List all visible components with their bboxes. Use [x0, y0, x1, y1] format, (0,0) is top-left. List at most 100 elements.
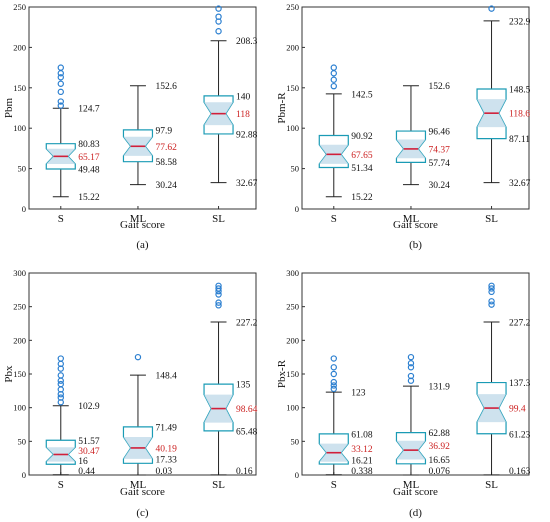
y-tick-label: 0 — [22, 470, 26, 480]
box-sl: 227.2 137.3 99.4 61.23 0.163 — [476, 282, 531, 477]
q3-label: 71.49 — [155, 423, 177, 433]
panel-label: (b) — [409, 239, 422, 251]
x-tick-label-s: S — [58, 213, 64, 225]
box-sl: 232.9 148.5 118.6 87.11 32.67 — [476, 5, 531, 189]
chart-panel-a: 0 50 100 150 200 250 Pbm S ML SL Gait score (a) 124.… — [3, 2, 258, 251]
outlier-point — [57, 88, 64, 96]
whisker-low-label: 0.44 — [78, 467, 95, 477]
y-tick-label: 200 — [286, 42, 299, 52]
box-s: 124.7 80.83 65.17 49.48 15.22 — [45, 64, 100, 203]
y-axis-label: Pbm-R — [276, 92, 288, 124]
outlier-point — [215, 5, 222, 12]
y-tick-label: 100 — [286, 123, 299, 133]
panel-label: (c) — [136, 507, 149, 519]
whisker-high-label: 208.3 — [236, 37, 258, 47]
panel-label: (a) — [136, 239, 149, 251]
plot-frame — [301, 6, 530, 210]
chart-panel-c: 0 50 100 150 200 250 300 Pbx S ML SL Gait score (c) 1… — [3, 268, 258, 519]
outlier-point — [330, 385, 337, 393]
y-tick-label: 200 — [286, 335, 299, 345]
whisker-high-label: 123 — [351, 389, 366, 399]
outlier-point — [488, 298, 495, 305]
outlier-point — [57, 74, 64, 81]
x-axis-label: Gait score — [393, 219, 438, 231]
q1-label: 16 — [78, 457, 88, 467]
whisker-low-label: 32.67 — [236, 179, 258, 189]
outlier-point — [407, 353, 415, 361]
whisker-low-label: 0.163 — [509, 467, 531, 477]
x-tick-label-ml: ML — [403, 213, 420, 225]
median-value-label: 65.17 — [78, 153, 100, 163]
y-tick-label: 50 — [291, 436, 300, 446]
whisker-low-label: 0.076 — [428, 467, 450, 477]
q1-label: 92.88 — [236, 130, 258, 140]
x-tick-label-s: S — [58, 479, 64, 491]
chart-panel-b: 0 50 100 150 200 250 Pbm-R S ML SL Gait score (b) 14… — [276, 2, 531, 251]
q1-label: 51.34 — [351, 164, 373, 174]
whisker-low-label: 0.338 — [351, 467, 373, 477]
q1-label: 57.74 — [428, 159, 450, 169]
box-sl: 227.2 135 98.64 65.48 0.16 — [203, 282, 258, 477]
outlier-point — [330, 370, 337, 378]
whisker-low-label: 0.16 — [236, 467, 253, 477]
outlier-point — [488, 5, 495, 12]
outlier-point — [330, 364, 337, 371]
outlier-point — [488, 301, 495, 308]
q3-label: 61.08 — [351, 430, 373, 440]
outlier-point — [330, 70, 337, 77]
plot-frame — [28, 6, 257, 210]
median-value-label: 118 — [236, 110, 250, 120]
y-tick-label: 200 — [13, 335, 26, 345]
y-tick-label: 100 — [13, 123, 26, 133]
outlier-point — [215, 285, 222, 292]
whisker-low-label: 15.22 — [78, 193, 100, 203]
x-tick-label-sl: SL — [485, 479, 498, 491]
whisker-high-label: 152.6 — [428, 82, 450, 92]
whisker-low-label: 30.24 — [155, 181, 177, 191]
y-axis-label: Pbx-R — [276, 359, 288, 388]
outlier-point — [57, 102, 64, 109]
whisker-low-label: 15.22 — [351, 193, 373, 203]
whisker-high-label: 148.4 — [155, 372, 177, 382]
outlier-point — [330, 378, 337, 386]
whisker-high-label: 152.6 — [155, 82, 177, 92]
outlier-point — [330, 355, 337, 362]
box-ml: 152.6 97.9 77.62 58.58 30.24 — [122, 82, 177, 191]
x-axis-label: Gait score — [393, 486, 438, 498]
outlier-point — [57, 372, 64, 379]
outlier-point — [407, 372, 415, 380]
outlier-point — [57, 64, 64, 71]
y-tick-label: 250 — [286, 2, 299, 12]
median-value-label: 74.37 — [428, 145, 450, 155]
x-tick-label-ml: ML — [130, 213, 147, 225]
q3-label: 137.3 — [509, 379, 531, 389]
box-s: 142.5 90.92 67.65 51.34 15.22 — [318, 64, 373, 203]
y-axis-label: Pbm — [3, 97, 15, 118]
outlier-point — [215, 299, 222, 306]
q1-label: 61.23 — [509, 430, 531, 440]
box-ml: 131.9 62.88 36.92 16.650.076 — [395, 353, 450, 477]
outlier-point — [488, 288, 495, 296]
y-tick-label: 0 — [22, 204, 26, 214]
y-tick-label: 0 — [295, 470, 299, 480]
whisker-high-label: 102.9 — [78, 402, 100, 412]
q1-label: 58.58 — [155, 158, 177, 168]
outlier-point — [330, 82, 337, 90]
outlier-point — [57, 80, 64, 87]
outlier-point — [57, 98, 64, 105]
outlier-point — [215, 282, 222, 289]
median-value-label: 40.19 — [155, 444, 177, 454]
q1-label: 87.11 — [509, 135, 530, 145]
outlier-point — [215, 302, 222, 309]
whisker-low-label: 32.67 — [509, 179, 531, 189]
y-tick-label: 150 — [286, 83, 299, 93]
outlier-point — [134, 353, 142, 361]
median-value-label: 33.12 — [351, 445, 373, 455]
chart-panel-d: 0 50 100 150 200 250 300 Pbx-R S ML SL Gait score (d… — [276, 268, 531, 519]
outlier-point — [57, 394, 64, 401]
q1-label: 16.21 — [351, 456, 373, 466]
whisker-high-label: 232.9 — [509, 17, 531, 27]
